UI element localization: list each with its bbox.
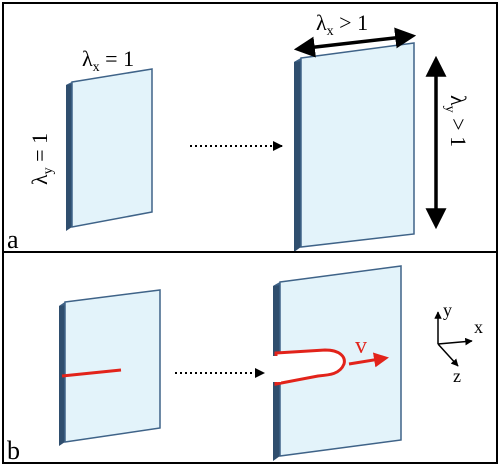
lambda-y-greater-label: λy > 1 [442,95,471,147]
panel-a: λx = 1 λy = 1 λx > 1 λy > 1 a [2,2,498,254]
panel-b-label: b [7,436,20,465]
sheet-unstretched [66,68,153,231]
sheet-face [64,289,161,443]
sheet-face [300,42,415,248]
sheet-face [71,68,153,228]
sheet-cracked-propagating [272,265,402,461]
sheet-edge [66,82,72,231]
lambda-x-equal-label: λx = 1 [82,46,134,75]
axis-x-arrow [437,337,473,346]
panel-b-frame [2,251,498,464]
coordinate-axes: y x z [434,300,483,386]
panel-a-label: a [7,225,19,254]
sheet-cracked-initial [59,289,161,446]
lambda-y-equal-label: λy = 1 [27,133,56,185]
crack-opening [274,348,346,386]
stretch-arrow-x [293,27,417,58]
lambda-x-greater-label: λx > 1 [316,10,368,39]
crack-mouth-gap [272,356,281,382]
sheet-edge [59,302,65,446]
axis-x-label: x [474,317,483,337]
crack-initial [61,368,122,378]
sheet-stretched [294,42,415,252]
velocity-arrow [348,352,389,368]
axis-z-label: z [453,366,461,386]
velocity-label: v [355,333,367,359]
sheet-edge [294,58,301,252]
axis-z-arrow [437,343,459,367]
axis-y-label: y [443,300,452,320]
panel-b: v y x z b [2,251,498,465]
